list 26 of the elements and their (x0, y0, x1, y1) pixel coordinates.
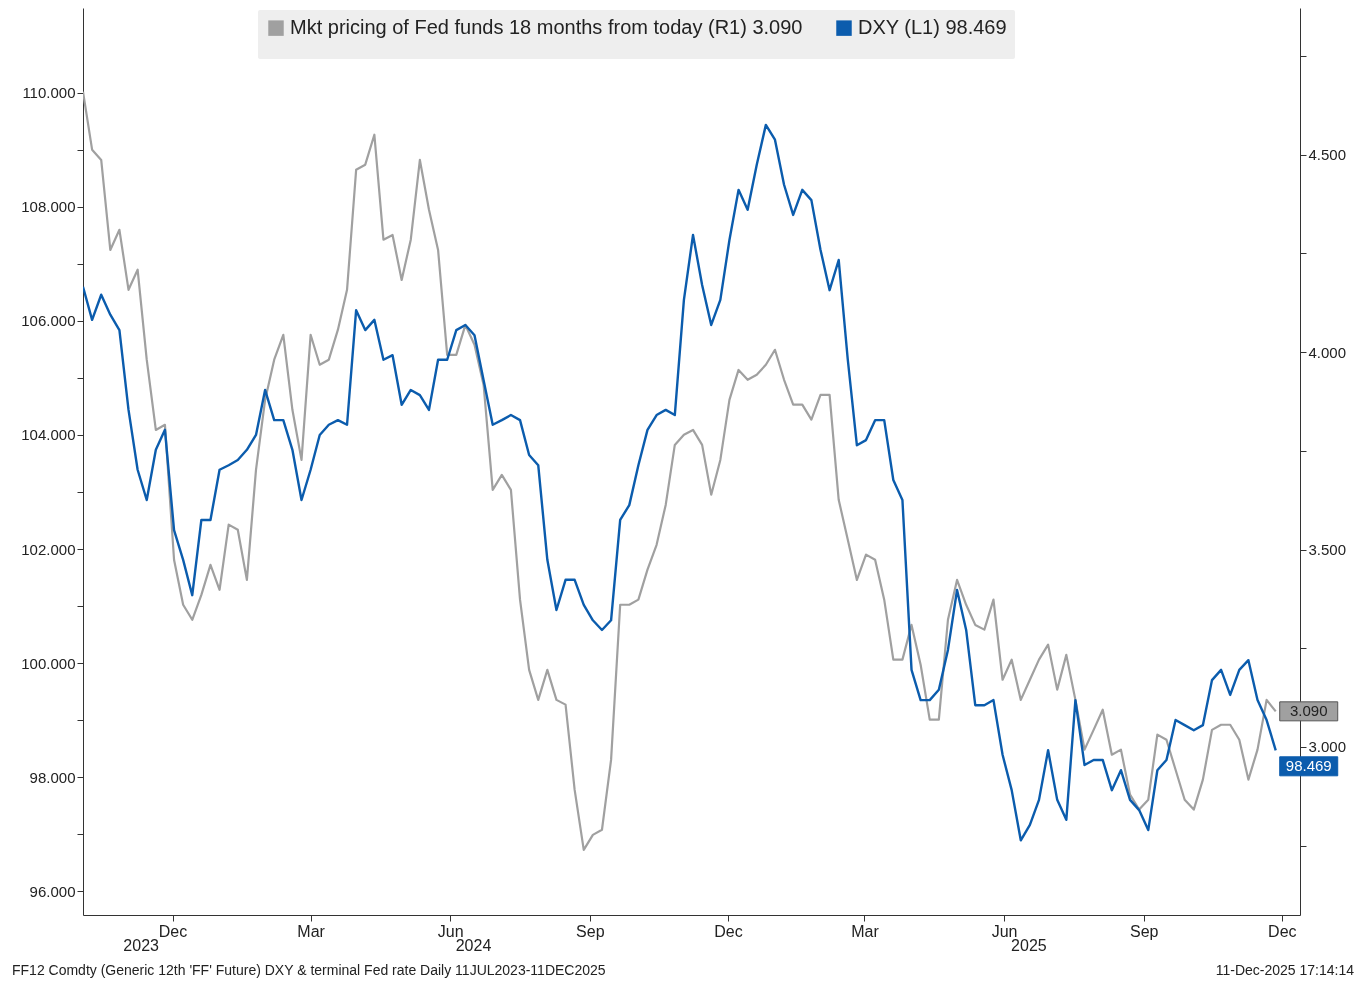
x-tick-label: Mar (851, 922, 880, 940)
text: 11-Dec-2025 17:14:14 (1215, 962, 1354, 978)
y2-tick-label: 3.000 (1308, 738, 1347, 756)
y2-tick-label: 4.000 (1308, 343, 1347, 361)
x-tick-label: Dec (714, 922, 743, 940)
y-tick-label: 110.000 (22, 84, 76, 102)
y-tick-label: 108.000 (21, 198, 76, 216)
data-label: 98.469 (1285, 757, 1332, 775)
x-tick-label: Sep (576, 922, 605, 940)
y-tick-label: 96.000 (29, 882, 76, 900)
y-tick-label: 106.000 (21, 312, 76, 330)
text: FF12 Comdty (Generic 12th 'FF' Future) DXY & terminal Fed rate Daily 11JUL2023-11DEC2025 (12, 962, 606, 978)
y-tick-label: 98.000 (29, 768, 76, 786)
legend-label: DXY (L1) 98.469 (858, 16, 1007, 39)
x-tick-label: Sep (1129, 922, 1159, 940)
x-tick-label: Dec (158, 922, 188, 940)
y-tick-label: 102.000 (21, 540, 76, 558)
data-label: 3.090 (1289, 702, 1328, 720)
legend-label: Mkt pricing of Fed funds 18 months from today (R1) 3.090 (290, 16, 803, 39)
y-tick-label: 104.000 (21, 426, 76, 444)
x-tick-label: Mar (297, 922, 326, 940)
x-tick-label: Dec (1268, 922, 1297, 940)
x2-tick-label: 2023 (123, 936, 160, 954)
y2-tick-label: 3.500 (1308, 541, 1347, 559)
y-tick-label: 100.000 (21, 654, 76, 672)
y2-tick-label: 4.500 (1308, 146, 1347, 164)
